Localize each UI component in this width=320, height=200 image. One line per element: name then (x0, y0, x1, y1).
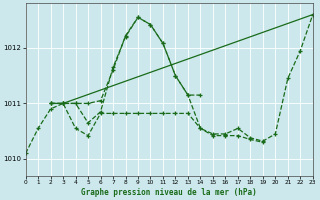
X-axis label: Graphe pression niveau de la mer (hPa): Graphe pression niveau de la mer (hPa) (81, 188, 257, 197)
